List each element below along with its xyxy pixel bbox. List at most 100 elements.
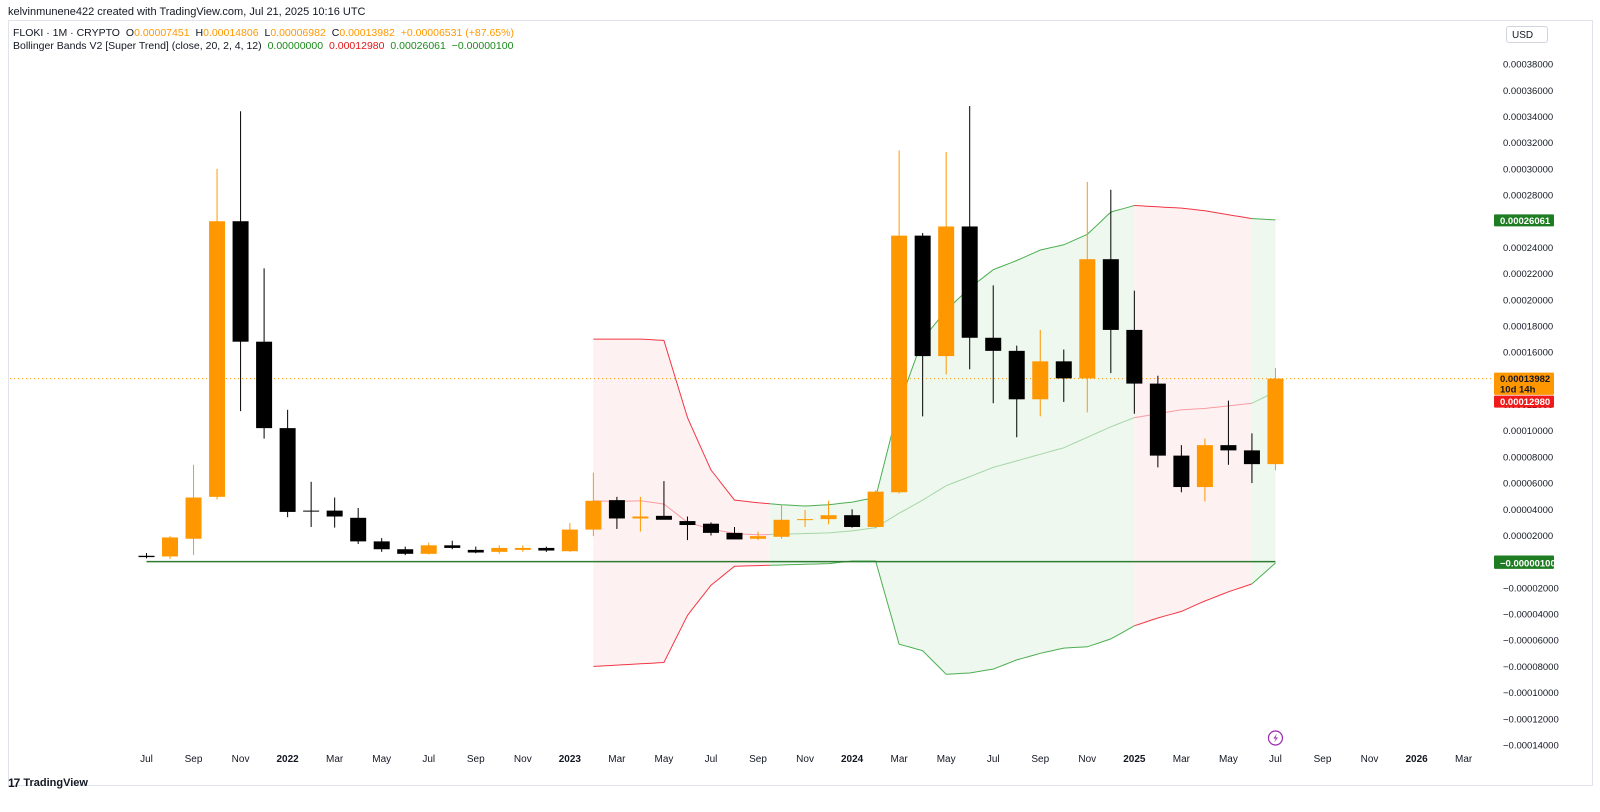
low-value: 0.00006982: [270, 27, 326, 39]
candle-body: [1032, 361, 1049, 400]
change-value: +0.00006531 (+87.65%): [400, 27, 514, 39]
price-tag-label: 10d 14h: [1500, 384, 1536, 395]
x-tick-label: Nov: [796, 754, 814, 765]
candle-body: [773, 519, 790, 537]
x-tick-label: Jul: [987, 754, 1000, 765]
price-tag-bg: [1494, 214, 1554, 227]
indicator-value-1: 0.00000000: [267, 40, 324, 52]
x-tick-label: 2025: [1123, 754, 1146, 765]
x-tick-label: 2026: [1405, 754, 1428, 765]
close-label: C: [331, 27, 340, 39]
y-tick-label: 0.00022000: [1503, 269, 1553, 280]
candles-group: [138, 105, 1284, 560]
candle-body: [491, 547, 508, 552]
candle-body: [162, 537, 179, 557]
basis-line-green: [769, 417, 1135, 535]
upper-band-line-green: [1251, 218, 1276, 221]
x-tick-label: Jul: [705, 754, 718, 765]
y-tick-label: 0.00024000: [1503, 243, 1553, 254]
indicator-legend: Bollinger Bands V2 [Super Trend] (close,…: [13, 40, 516, 52]
candle-body: [702, 523, 719, 533]
candle-body: [679, 521, 696, 526]
indicator-name[interactable]: Bollinger Bands V2 [Super Trend] (close,…: [13, 40, 262, 52]
x-tick-label: Mar: [326, 754, 344, 765]
candle-body: [373, 541, 390, 550]
candle-body: [726, 532, 743, 540]
candle-body: [444, 545, 461, 548]
y-tick-label: 0.00028000: [1503, 191, 1553, 202]
price-tag-label: −0.00000100: [1500, 558, 1556, 569]
y-tick-label: 0.00010000: [1503, 426, 1553, 437]
x-tick-label: Sep: [749, 754, 767, 765]
high-value: 0.00014806: [203, 27, 259, 39]
x-tick-label: Sep: [185, 754, 203, 765]
price-tag-bg: [1494, 556, 1554, 569]
band-fill-red: [593, 339, 770, 667]
lower-band-line-red: [1134, 583, 1253, 627]
candle-body: [585, 500, 602, 530]
upper-band-line-red: [593, 338, 770, 505]
candle-body: [514, 547, 531, 550]
candle-body: [938, 226, 955, 357]
candle-body: [914, 235, 931, 357]
currency-button[interactable]: USD: [1506, 26, 1548, 43]
candle-body: [1173, 455, 1190, 488]
x-tick-label: Mar: [1455, 754, 1473, 765]
candle-body: [397, 549, 414, 554]
candle-body: [844, 515, 861, 527]
x-tick-label: May: [1219, 754, 1238, 765]
candle-body: [303, 510, 320, 512]
candle-body: [891, 235, 908, 493]
candle-body: [209, 221, 226, 497]
y-tick-label: −0.00002000: [1503, 583, 1559, 594]
band-fill-green: [769, 205, 1135, 675]
x-tick-label: Jul: [1269, 754, 1282, 765]
x-tick-label: Nov: [1361, 754, 1379, 765]
lower-band-line-green: [1251, 562, 1276, 585]
open-value: 0.00007451: [134, 27, 190, 39]
candle-body: [961, 226, 978, 338]
y-tick-label: 0.00004000: [1503, 505, 1553, 516]
upper-band-line-red: [1134, 205, 1252, 220]
x-tick-label: Nov: [1078, 754, 1096, 765]
y-tick-label: 0.00038000: [1503, 60, 1553, 71]
candle-body: [750, 536, 767, 539]
y-tick-label: 0.00032000: [1503, 138, 1553, 149]
candle-body: [1102, 259, 1119, 330]
brand-name: TradingView: [23, 777, 88, 789]
y-tick-label: 0.00008000: [1503, 452, 1553, 463]
x-tick-label: May: [372, 754, 391, 765]
candle-body: [185, 497, 202, 539]
low-label: L: [264, 27, 271, 39]
tradingview-brand[interactable]: 17 TradingView: [8, 776, 88, 790]
candle-body: [1243, 450, 1260, 465]
candle-body: [867, 491, 884, 527]
indicator-value-4: −0.00000100: [451, 40, 514, 52]
y-tick-label: 0.00030000: [1503, 164, 1553, 175]
candle-body: [797, 519, 814, 521]
candle-body: [1126, 329, 1143, 384]
x-tick-label: Mar: [608, 754, 626, 765]
x-tick-label: Jul: [422, 754, 435, 765]
candle-body: [655, 515, 672, 520]
candle-body: [256, 341, 273, 429]
x-tick-label: Sep: [467, 754, 485, 765]
x-tick-label: Nov: [232, 754, 250, 765]
symbol-label[interactable]: FLOKI · 1M · CRYPTO: [13, 27, 120, 39]
x-tick-label: Sep: [1031, 754, 1049, 765]
y-tick-label: 0.00018000: [1503, 321, 1553, 332]
band-fill-green: [1251, 218, 1276, 584]
tradingview-logo-icon: 17: [8, 776, 20, 790]
y-tick-label: −0.00008000: [1503, 662, 1559, 673]
lower-band-line-green: [769, 560, 1135, 675]
candle-body: [1267, 378, 1284, 465]
y-tick-label: 0.00006000: [1503, 479, 1553, 490]
candle-body: [985, 337, 1002, 351]
candle-body: [1008, 350, 1025, 400]
candle-body: [138, 555, 155, 558]
price-tag-label: 0.00013982: [1500, 374, 1550, 385]
candle-body: [1149, 383, 1166, 456]
price-tag-label: 0.00012980: [1500, 397, 1550, 408]
y-tick-label: 0.00020000: [1503, 295, 1553, 306]
